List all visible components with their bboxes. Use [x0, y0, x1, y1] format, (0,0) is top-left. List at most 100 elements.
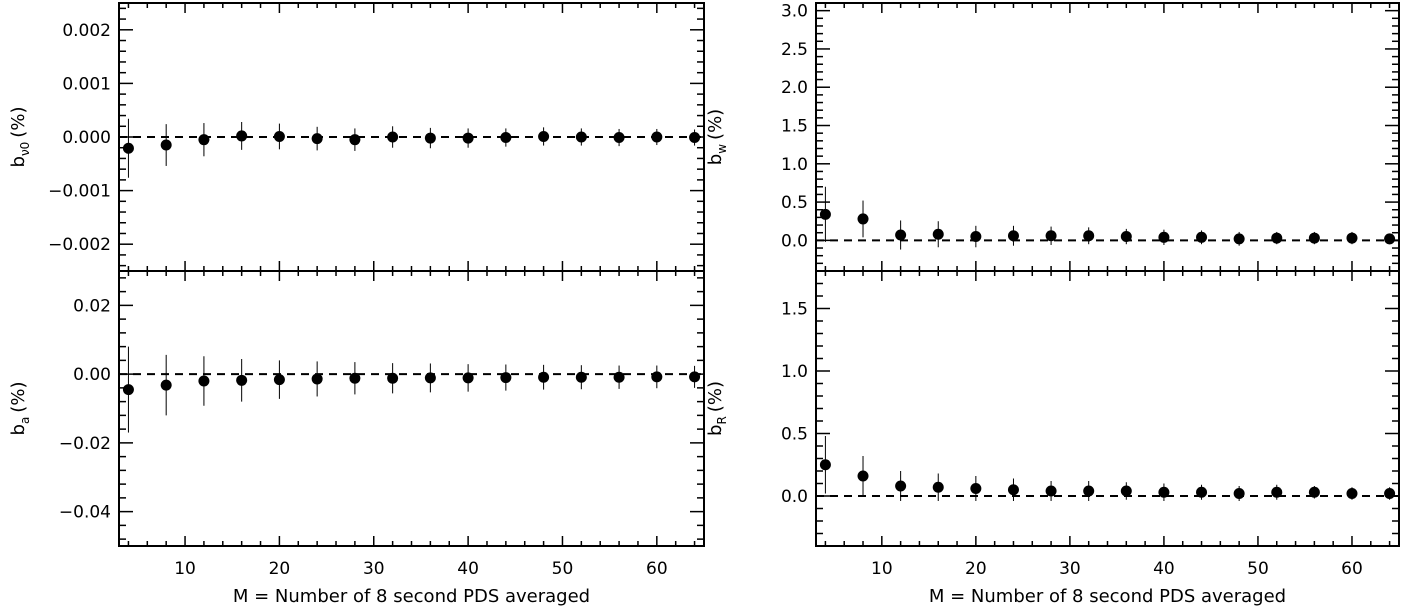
data-point	[1158, 486, 1170, 498]
data-point	[1083, 485, 1095, 497]
y-label-base: b	[8, 156, 29, 167]
data-point	[1384, 233, 1396, 245]
y-tick-label: −0.04	[59, 503, 111, 523]
data-point	[311, 373, 323, 385]
data-point	[273, 130, 285, 142]
data-point	[1308, 486, 1320, 498]
data-point	[198, 134, 210, 146]
y-tick-label: 2.0	[781, 78, 808, 98]
data-point	[1120, 485, 1132, 497]
y-tick-label: 0.5	[781, 425, 808, 445]
data-point	[932, 228, 944, 240]
y-tick-label: −0.001	[48, 182, 111, 202]
y-axis-label: ba (%)	[8, 382, 32, 436]
data-point	[1384, 488, 1396, 499]
data-point	[273, 374, 285, 386]
data-point	[462, 372, 474, 384]
panel-top-right: 0.0 0.5 1.0 1.5 2.0 2.5 3.0 bw (%)	[705, 2, 1400, 272]
data-point	[819, 459, 831, 471]
data-point	[1233, 233, 1245, 245]
y-label-subscript: ν0	[18, 142, 32, 156]
x-tick-label: 60	[646, 559, 668, 579]
data-point	[349, 372, 361, 384]
y-label-base: b	[705, 425, 726, 436]
y-tick-label: 0.0	[781, 231, 808, 251]
data-point	[122, 142, 134, 154]
y-label-unit: (%)	[8, 107, 29, 138]
data-point	[857, 470, 869, 482]
x-tick-label: 40	[1153, 559, 1175, 579]
data-point	[538, 371, 550, 383]
y-label-unit: (%)	[705, 381, 726, 412]
data-point	[1308, 232, 1320, 244]
y-tick-label: 2.5	[781, 40, 808, 60]
data-point	[160, 139, 172, 151]
x-tick-label: 20	[965, 559, 987, 579]
y-label-unit: (%)	[705, 109, 726, 140]
y-tick-label: 1.5	[781, 117, 808, 137]
x-tick-label: 10	[174, 559, 196, 579]
data-point	[857, 213, 869, 225]
data-point	[424, 132, 436, 144]
data-point	[932, 481, 944, 493]
y-tick-label: 0.5	[781, 193, 808, 213]
data-point	[236, 374, 248, 386]
y-label-base: b	[8, 424, 29, 435]
x-tick-label: 30	[1059, 559, 1081, 579]
data-point	[1233, 488, 1245, 499]
y-tick-label: 1.0	[781, 362, 808, 382]
data-point	[613, 371, 625, 383]
y-label-subscript: w	[715, 144, 729, 154]
data-point	[651, 371, 663, 383]
y-axis-label: bw (%)	[705, 109, 729, 165]
y-tick-label: 0.001	[62, 74, 111, 94]
x-tick-label: 40	[457, 559, 479, 579]
y-axis-label: bR (%)	[705, 381, 729, 436]
plot-frame	[815, 270, 1400, 547]
data-point	[198, 375, 210, 387]
data-point	[651, 131, 663, 143]
data-point	[122, 384, 134, 396]
y-tick-label: 0.00	[73, 365, 111, 385]
data-point	[970, 483, 982, 494]
y-tick-label: −0.002	[48, 235, 111, 255]
data-point	[970, 231, 982, 243]
y-tick-label: 0.002	[62, 21, 111, 41]
data-point	[1346, 488, 1358, 499]
data-point	[462, 132, 474, 144]
data-point	[575, 371, 587, 383]
data-point	[160, 379, 172, 391]
data-point	[895, 480, 907, 492]
panel-bottom-right: 0.0 0.5 1.0 1.5 10 20 30 40 50 60 M = Number of 8 …	[705, 270, 1400, 607]
panel-top-left: −0.002 −0.001 0.000 0.001 0.002 bν0 (%)	[8, 2, 705, 272]
y-tick-label: 0.000	[62, 128, 111, 148]
plot-frame	[118, 270, 705, 547]
data-point	[895, 229, 907, 241]
x-tick-label: 20	[269, 559, 291, 579]
data-point	[1196, 231, 1208, 243]
x-axis-label: M = Number of 8 second PDS averaged	[233, 586, 590, 607]
data-point	[819, 208, 831, 220]
data-point	[500, 132, 512, 144]
x-tick-label: 50	[1247, 559, 1269, 579]
data-point	[311, 133, 323, 145]
data-point	[689, 132, 701, 144]
y-tick-label: −0.02	[59, 434, 111, 454]
data-point	[349, 134, 361, 146]
y-tick-label: 0.02	[73, 296, 111, 316]
y-tick-label: 1.5	[781, 300, 808, 320]
data-point	[1007, 230, 1019, 242]
y-label-subscript: a	[18, 417, 32, 424]
data-point	[538, 130, 550, 142]
y-label-base: b	[705, 154, 726, 165]
data-point	[236, 130, 248, 142]
x-tick-label: 30	[363, 559, 385, 579]
data-point	[1271, 486, 1283, 498]
data-point	[387, 131, 399, 143]
data-point	[1271, 232, 1283, 244]
data-point	[1120, 231, 1132, 243]
y-axis-label: bν0 (%)	[8, 107, 32, 168]
y-tick-label: 1.0	[781, 155, 808, 175]
data-point	[613, 132, 625, 144]
panel-bottom-left: −0.04 −0.02 0.00 0.02 10 20 30 40 50 60 M = Number…	[8, 270, 705, 607]
